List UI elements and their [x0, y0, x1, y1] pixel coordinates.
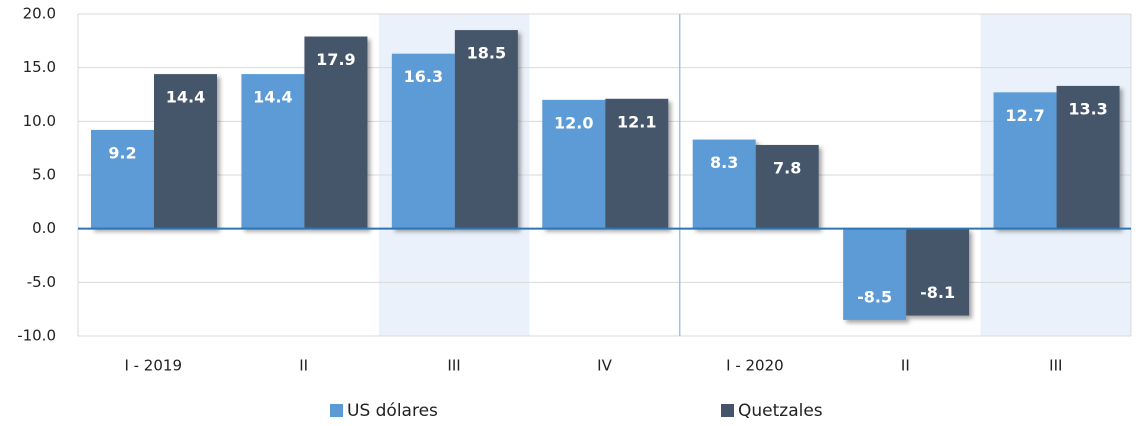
- bar: [391, 53, 455, 229]
- bar: [755, 144, 819, 229]
- value-label: 18.5: [467, 44, 506, 63]
- bar: [692, 139, 756, 229]
- value-label: -8.1: [920, 283, 955, 302]
- y-tick-label: 20.0: [23, 5, 56, 23]
- value-label: -8.5: [857, 287, 892, 306]
- y-tick-label: 10.0: [23, 112, 56, 130]
- bar: [542, 99, 606, 229]
- legend-label: Quetzales: [738, 401, 823, 421]
- x-tick-label: II: [299, 357, 308, 375]
- y-tick-label: 15.0: [23, 58, 56, 76]
- value-label: 12.7: [1005, 106, 1044, 125]
- legend-swatch: [330, 404, 343, 417]
- legend-swatch: [721, 404, 734, 417]
- y-tick-label: 5.0: [32, 166, 56, 184]
- y-tick-label: -5.0: [27, 273, 56, 291]
- bar: [241, 74, 305, 229]
- x-tick-label: I - 2020: [726, 357, 784, 375]
- legend-label: US dólares: [347, 401, 438, 421]
- bar: [91, 129, 154, 229]
- value-label: 12.1: [617, 112, 656, 131]
- bar: [906, 228, 970, 316]
- bar: [454, 30, 518, 229]
- x-tick-label: IV: [597, 357, 612, 375]
- x-tick-label: I - 2019: [124, 357, 182, 375]
- x-tick-label: III: [1049, 357, 1062, 375]
- value-label: 14.4: [253, 88, 292, 107]
- value-label: 16.3: [404, 67, 443, 86]
- value-label: 14.4: [166, 88, 205, 107]
- x-tick-label: III: [447, 357, 460, 375]
- x-tick-label: II: [901, 357, 910, 375]
- bar: [605, 98, 669, 229]
- bar: [1056, 85, 1120, 229]
- bar: [154, 74, 217, 229]
- y-tick-label: 0.0: [32, 219, 56, 237]
- bar: [843, 228, 907, 320]
- value-label: 8.3: [710, 153, 738, 172]
- y-tick-label: -10.0: [17, 327, 56, 345]
- bar: [993, 92, 1057, 229]
- value-label: 7.8: [773, 158, 801, 177]
- value-label: 12.0: [554, 113, 593, 132]
- bar: [304, 36, 368, 229]
- value-label: 17.9: [316, 50, 355, 69]
- value-label: 13.3: [1068, 99, 1107, 118]
- value-label: 9.2: [108, 143, 136, 162]
